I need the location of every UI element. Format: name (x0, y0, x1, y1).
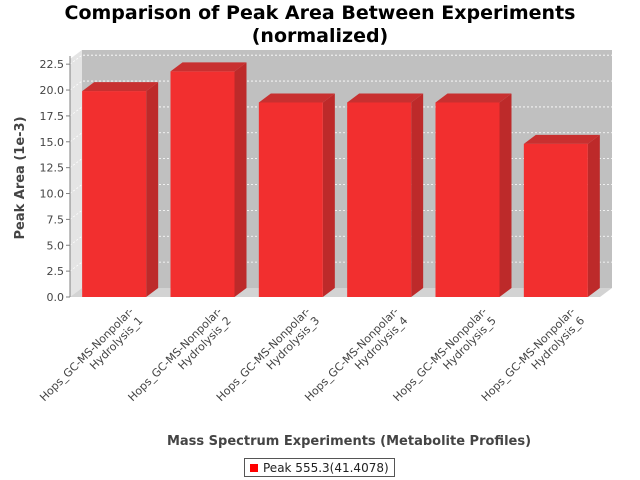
bar-top (347, 93, 424, 103)
bars (82, 62, 600, 298)
x-tick-labels: Hops_GC-MS-Nonpolar-Hydrolysis_1Hops_GC-… (37, 305, 587, 404)
bar-side (146, 82, 159, 297)
bar-top (170, 62, 247, 72)
bar-side (587, 134, 600, 297)
y-tick-label: 17.5 (40, 110, 65, 123)
bar-front (170, 71, 235, 297)
y-axis: 0.0 2.5 5.0 7.5 10.0 12.5 15.0 17.5 20.0 22.5 (40, 56, 71, 304)
y-tick-label: 15.0 (40, 136, 65, 149)
bar-side (322, 93, 335, 297)
bar-top (258, 93, 335, 103)
legend: Peak 555.3(41.4078) (244, 458, 395, 477)
chart-title: Comparison of Peak Area Between Experime… (0, 2, 640, 48)
y-tick-label: 5.0 (47, 239, 65, 252)
plot-side-wall (70, 50, 82, 297)
x-tick-label-line: Hops_GC-MS-Nonpolar- (37, 305, 136, 404)
bar-front (435, 102, 500, 297)
y-axis-label: Peak Area (1e-3) (13, 116, 28, 239)
grid-line (69, 209, 612, 220)
grid-line (69, 158, 612, 168)
bar (347, 93, 424, 297)
bar (435, 93, 512, 297)
y-tick-label: 7.5 (47, 213, 65, 226)
bar-front (82, 91, 147, 297)
grid-line (69, 54, 612, 65)
bar (170, 62, 247, 298)
y-tick-label: 22.5 (40, 58, 65, 71)
y-tick-label: 2.5 (47, 265, 65, 278)
chart-title-line-1: Comparison of Peak Area Between Experime… (64, 2, 576, 24)
bar-top (523, 134, 600, 144)
grid-line (69, 184, 612, 194)
y-tick-label: 10.0 (40, 188, 65, 201)
legend-swatch (250, 463, 258, 472)
legend-label: Peak 555.3(41.4078) (263, 460, 389, 475)
grid-line (69, 106, 612, 117)
bar-front (258, 102, 323, 297)
bar-front (523, 143, 588, 297)
grid-line (69, 235, 612, 246)
y-tick-label: 0.0 (47, 291, 65, 304)
grid-lines (69, 54, 612, 272)
bar-side (411, 93, 424, 297)
bar (82, 82, 159, 297)
bar (523, 134, 600, 297)
y-tick-label: 20.0 (40, 84, 65, 97)
bar-top (435, 93, 512, 103)
bar (258, 93, 335, 297)
bar-side (234, 62, 247, 298)
bar-top (82, 82, 159, 92)
x-axis-label: Mass Spectrum Experiments (Metabolite Pr… (167, 434, 531, 449)
grid-line (69, 261, 612, 272)
chart-title-line-2: (normalized) (251, 25, 389, 47)
bar-side (499, 93, 512, 297)
bar-front (347, 102, 412, 297)
grid-line (69, 80, 612, 91)
y-tick-label: 12.5 (40, 162, 65, 175)
grid-line (69, 132, 612, 143)
